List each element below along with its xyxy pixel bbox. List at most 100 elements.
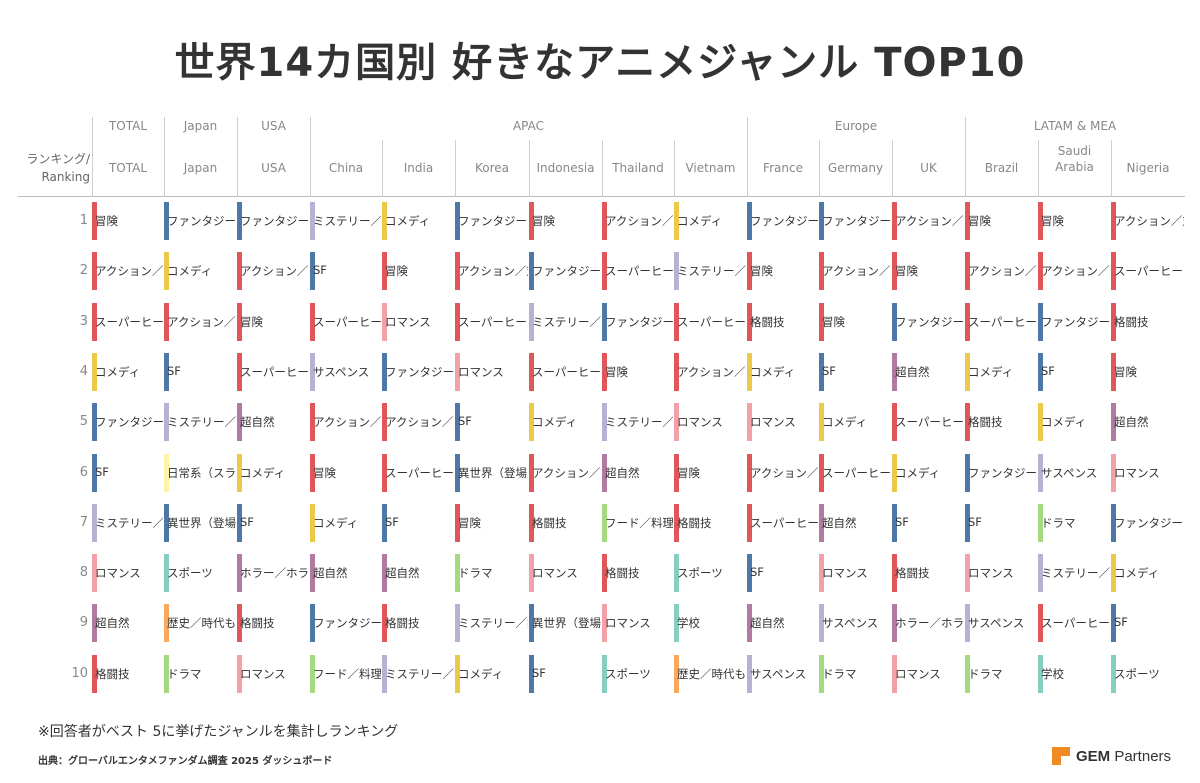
genre-cell: スーパーヒーロー	[1038, 604, 1110, 643]
genre-cell: コメディ	[310, 503, 381, 542]
column-divider	[819, 140, 820, 197]
genre-color-bar	[382, 654, 387, 693]
genre-cell: スーパーヒーロー	[1111, 252, 1184, 291]
genre-label: 超自然	[1114, 415, 1149, 430]
genre-label: ファンタジー	[313, 616, 381, 631]
genre-color-bar	[455, 604, 460, 643]
genre-color-bar	[92, 554, 97, 593]
genre-cell: コメディ	[747, 352, 818, 391]
genre-color-bar	[1038, 352, 1043, 391]
genre-cell: スーパーヒーロー	[310, 302, 381, 341]
genre-cell: アクション／対戦	[674, 352, 746, 391]
genre-label: ロマンス	[1114, 465, 1160, 480]
genre-color-bar	[892, 202, 897, 240]
genre-color-bar	[1111, 252, 1116, 291]
genre-label: ロマンス	[822, 566, 868, 581]
genre-label: アクション／対戦	[313, 415, 381, 430]
genre-label: 冒険	[385, 264, 408, 279]
genre-label: アクション／対戦	[1114, 214, 1184, 228]
genre-color-bar	[455, 302, 460, 341]
genre-color-bar	[747, 403, 752, 442]
genre-label: 格闘技	[1114, 314, 1149, 329]
genre-color-bar	[1111, 302, 1116, 341]
country-header: USA	[261, 161, 286, 175]
genre-color-bar	[747, 503, 752, 542]
genre-cell: コメディ	[674, 202, 746, 240]
genre-label: 異世界（登場人物）	[458, 465, 528, 480]
genre-color-bar	[1038, 554, 1043, 593]
genre-color-bar	[92, 252, 97, 291]
genre-cell: ミステリー／探偵	[310, 202, 381, 240]
genre-cell: スーパーヒーロー	[237, 352, 309, 391]
genre-label: 歴史／時代もの	[677, 666, 746, 681]
genre-label: ドラマ	[1041, 515, 1076, 530]
genre-color-bar	[529, 654, 534, 693]
genre-color-bar	[965, 554, 970, 593]
genre-cell: 冒険	[310, 453, 381, 492]
genre-color-bar	[602, 302, 607, 341]
genre-label: ロマンス	[240, 666, 286, 681]
genre-label: 格闘技	[532, 515, 567, 530]
rank-number: 9	[79, 615, 88, 631]
genre-cell: ドラマ	[164, 654, 236, 693]
genre-color-bar	[164, 554, 169, 593]
genre-cell: ファンタジー	[237, 202, 309, 240]
genre-label: ファンタジー	[968, 465, 1037, 480]
genre-cell: SF	[382, 503, 454, 542]
genre-cell: スーパーヒーロー	[92, 302, 163, 341]
genre-cell: SF	[965, 503, 1037, 542]
genre-label: 異世界（登場人物）	[532, 616, 601, 631]
genre-color-bar	[310, 352, 315, 391]
genre-cell: SF	[237, 503, 309, 542]
genre-label: 冒険	[677, 465, 700, 480]
genre-color-bar	[819, 403, 824, 442]
genre-label: 冒険	[532, 214, 555, 228]
genre-cell: ファンタジー	[965, 453, 1037, 492]
genre-label: アクション／対戦	[605, 214, 673, 228]
genre-cell: 格闘技	[602, 554, 673, 593]
genre-color-bar	[1111, 503, 1116, 542]
genre-color-bar	[237, 403, 242, 442]
genre-cell: コメディ	[965, 352, 1037, 391]
genre-label: サスペンス	[1041, 465, 1098, 480]
genre-cell: 冒険	[455, 503, 528, 542]
genre-cell: コメディ	[529, 403, 601, 442]
genre-cell: 日常系（スライス）	[164, 453, 236, 492]
genre-cell: サスペンス	[965, 604, 1037, 643]
region-header: LATAM & MEA	[1033, 119, 1117, 133]
genre-label: ホラー／ホラー	[895, 616, 964, 631]
genre-color-bar	[602, 352, 607, 391]
country-header: France	[763, 161, 803, 175]
rank-number: 4	[79, 363, 88, 379]
genre-cell: 歴史／時代もの	[674, 654, 746, 693]
gem-partners-logo: GEM Partners	[1052, 746, 1171, 766]
genre-cell: 格闘技	[382, 604, 454, 643]
column-divider	[310, 140, 311, 197]
genre-cell: アクション／対戦	[382, 403, 454, 442]
genre-cell: 格闘技	[1111, 302, 1184, 341]
genre-label: ミステリー／探偵	[167, 415, 236, 430]
genre-label: 冒険	[822, 314, 845, 329]
genre-cell: 冒険	[674, 453, 746, 492]
genre-label: SF	[458, 414, 472, 429]
genre-cell: ファンタジー	[819, 202, 891, 240]
genre-cell: 格闘技	[237, 604, 309, 643]
genre-cell: ミステリー／探偵	[455, 604, 528, 643]
country-header: Germany	[827, 161, 884, 175]
country-header: China	[328, 161, 364, 175]
genre-cell: ドラマ	[455, 554, 528, 593]
genre-cell: 冒険	[892, 252, 964, 291]
genre-cell: コメディ	[455, 654, 528, 693]
genre-color-bar	[602, 202, 607, 240]
genre-label: スーパーヒーロー	[458, 314, 528, 329]
genre-color-bar	[164, 302, 169, 341]
genre-cell: アクション／対戦	[529, 453, 601, 492]
genre-label: コメディ	[750, 364, 796, 379]
genre-color-bar	[164, 453, 169, 492]
genre-cell: ファンタジー	[310, 604, 381, 643]
genre-cell: ロマンス	[819, 554, 891, 593]
genre-label: 冒険	[968, 214, 991, 228]
genre-color-bar	[310, 403, 315, 442]
genre-cell: アクション／対戦	[1111, 202, 1184, 240]
column-divider	[747, 140, 748, 197]
